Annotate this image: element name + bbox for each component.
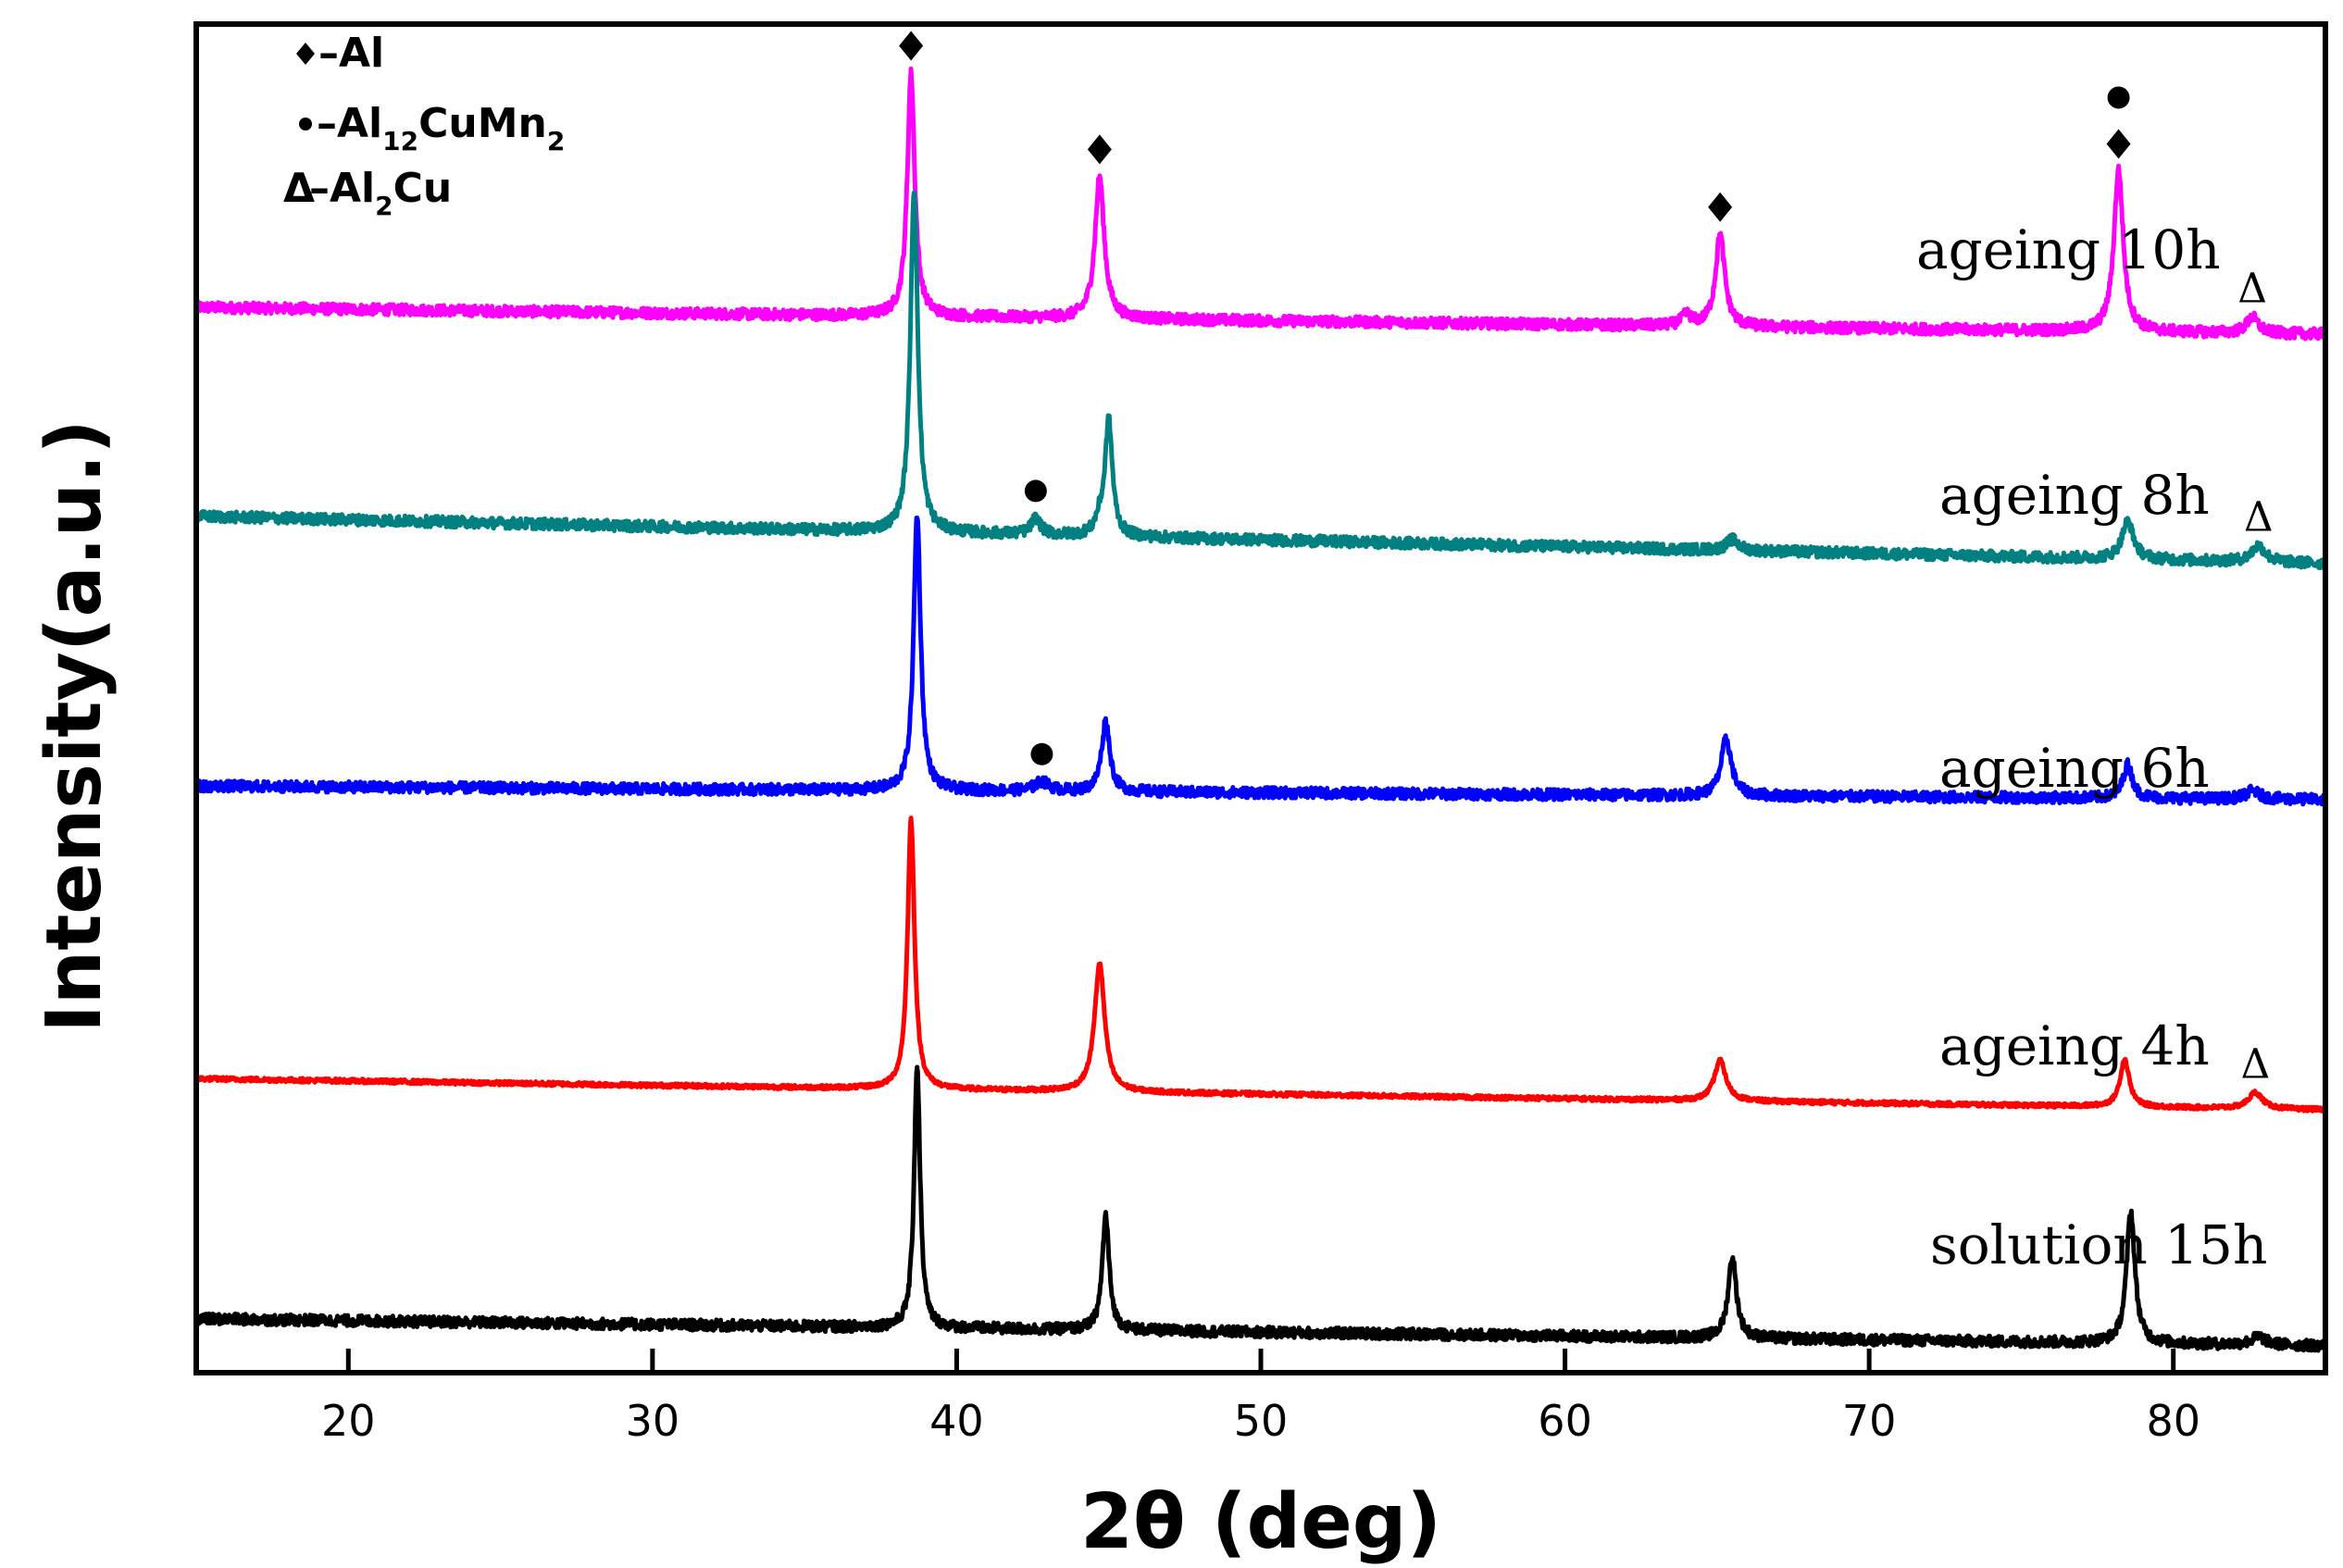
circle-al12cumn2-marker-icon [1030,742,1053,765]
series-label: ageing 4h [1939,1014,2210,1077]
series-label: ageing 10h [1916,218,2221,281]
series-line [193,815,2328,1114]
legend-entry-text: –Al12CuMn2 [317,100,565,156]
series-label: ageing 8h [1939,464,2210,527]
legend-entry-text: –Al [318,30,384,77]
x-tick-label: 30 [626,1396,680,1446]
delta-al2cu-marker: Δ [2241,1040,2271,1088]
diamond-al-marker-icon [1087,134,1112,165]
x-tick-label: 70 [1842,1396,1897,1446]
x-tick-label: 80 [2146,1396,2200,1446]
series-line [193,66,2328,342]
series-label-group: ageing 10h ageing 8h ageing 6h ageing 4h sol… [1916,218,2267,1276]
series-line [193,190,2328,570]
x-axis-ticks: 20 30 40 50 60 70 80 [321,1349,2200,1446]
legend-delta-symbol: Δ [283,165,315,212]
legend-circle-icon [299,118,312,131]
legend-diamond-icon [296,43,315,65]
phase-marker-group: Δ Δ Δ [899,31,2274,1088]
circle-al12cumn2-marker-icon [2107,86,2130,109]
x-tick-label: 40 [929,1396,984,1446]
series-label: solution 15h [1930,1213,2267,1276]
delta-al2cu-marker: Δ [2237,266,2267,313]
y-axis-title: Intensity(a.u.) [31,419,118,1033]
x-tick-label: 60 [1538,1396,1592,1446]
x-axis-title: 2θ (deg) [1080,1478,1441,1566]
series-line [193,1064,2328,1353]
delta-al2cu-marker: Δ [2244,494,2274,541]
diamond-al-marker-icon [1708,192,1733,222]
series-line [193,516,2328,807]
diamond-al-marker-icon [2106,129,2131,159]
series-group [193,66,2328,1353]
x-tick-label: 20 [321,1396,376,1446]
circle-al12cumn2-marker-icon [1024,479,1047,503]
x-tick-label: 50 [1234,1396,1289,1446]
series-label: ageing 6h [1939,737,2210,800]
diamond-al-marker-icon [899,31,924,61]
legend-entry-text: –Al2Cu [309,165,452,221]
